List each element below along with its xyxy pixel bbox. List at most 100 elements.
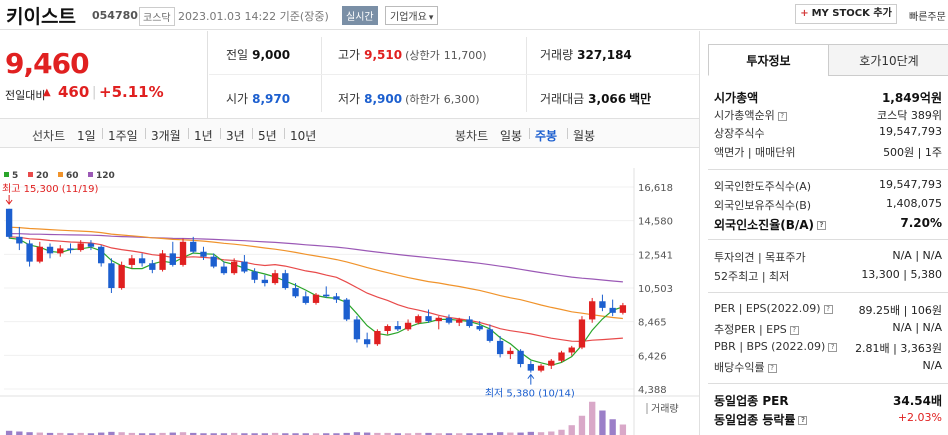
volume-bar: [558, 429, 565, 435]
candle-body: [108, 263, 115, 289]
quote-datetime: 2023.01.03 14:22 기준(장중): [178, 10, 329, 23]
volume-bar: [282, 433, 289, 435]
volume-bar: [537, 432, 545, 435]
help-icon[interactable]: ?: [828, 342, 838, 352]
low-price: 저가 8,900 (하한가 6,300): [338, 92, 480, 106]
tab-1y[interactable]: 1년: [194, 129, 213, 143]
candle-body: [537, 365, 545, 371]
volume-bar: [77, 432, 84, 435]
volume-bar: [425, 432, 432, 435]
candle-body: [159, 253, 166, 270]
candle-body: [210, 256, 217, 267]
volume-bar: [261, 433, 269, 435]
volume-bar: [619, 424, 627, 435]
y-tick-label: 8,465: [638, 318, 667, 329]
tab-10y[interactable]: 10년: [290, 129, 317, 143]
volume-bar: [374, 432, 381, 435]
price-block: 9,460 전일대비 ▲ 460 | +5.11%: [0, 31, 208, 118]
help-icon[interactable]: ?: [823, 304, 833, 314]
candle-body: [496, 340, 504, 355]
shares-row: 상장주식수 19,547,793: [714, 125, 942, 140]
volume-label: 거래량: [651, 403, 679, 415]
volume-bar: [527, 431, 534, 435]
candle-body: [445, 317, 453, 323]
fast-order-link[interactable]: 빠른주문: [909, 12, 946, 23]
ma60-line: [9, 226, 623, 320]
volume-bar: [210, 433, 217, 435]
volume-bar: [404, 433, 412, 435]
panel-divider: [699, 31, 700, 435]
candle-body: [568, 347, 575, 353]
y-tick-label: 10,503: [638, 284, 673, 295]
y-tick-label: 12,541: [638, 250, 673, 261]
candle-body: [36, 246, 43, 262]
foreign-ratio-row: 외국인소진율(B/A)? 7.20%: [714, 216, 942, 232]
tab-1d[interactable]: 1일: [77, 129, 96, 143]
volume-bar: [445, 433, 453, 435]
tab-monthly[interactable]: 월봉: [573, 129, 596, 143]
current-price: 9,460: [5, 47, 90, 80]
add-mystock-button[interactable]: + MY STOCK 추가: [795, 4, 897, 24]
help-icon[interactable]: ?: [798, 416, 808, 425]
realtime-button[interactable]: 실시간: [342, 6, 378, 25]
candle-body: [486, 329, 494, 341]
y-tick-label: 4,388: [638, 385, 667, 396]
volume-bar: [179, 432, 187, 435]
volume-bar: [5, 430, 13, 435]
volume-bar: [384, 432, 391, 435]
candle-body: [558, 352, 565, 361]
help-icon[interactable]: ?: [767, 363, 777, 373]
tab-weekly[interactable]: 주봉: [535, 129, 558, 143]
candle-body: [261, 279, 269, 284]
candle-body: [415, 316, 422, 323]
candle-body: [46, 246, 54, 254]
volume-bar: [476, 433, 483, 435]
tab-divider: [529, 128, 530, 139]
volume-bar: [87, 433, 95, 435]
prev-diff-label: 전일대비: [5, 89, 46, 102]
volume-bar: [241, 433, 248, 435]
help-icon[interactable]: ?: [777, 111, 787, 121]
candle-body: [578, 319, 586, 348]
volume-bar: [415, 432, 422, 435]
stock-header: 키이스트 054780 코스닥 2023.01.03 14:22 기준(장중) …: [0, 0, 948, 30]
open-price: 시가 8,970: [226, 92, 291, 106]
volume-bar: [609, 419, 616, 435]
up-triangle-icon: ▲: [43, 87, 51, 98]
tab-1w[interactable]: 1주일: [108, 129, 138, 143]
volume-bar: [16, 431, 23, 435]
tab-orderbook[interactable]: 호가10단계: [828, 44, 948, 76]
tab-5y[interactable]: 5년: [258, 129, 277, 143]
candle-body: [363, 339, 371, 345]
volume-bar: [548, 431, 555, 435]
volume-bar: [159, 432, 166, 435]
candle-body: [456, 319, 463, 323]
sector-rate-row: 동일업종 등락률? +2.03%: [714, 411, 942, 427]
add-mystock-label: MY STOCK 추가: [811, 8, 892, 19]
tab-invest-info[interactable]: 투자정보: [708, 44, 829, 76]
help-icon[interactable]: ?: [789, 325, 799, 335]
tab-3y[interactable]: 3년: [226, 129, 245, 143]
volume-bar: [26, 432, 33, 435]
volume-bar: [57, 432, 64, 435]
help-icon[interactable]: ?: [817, 221, 827, 230]
candle-body: [353, 319, 361, 340]
tab-divider: [102, 128, 103, 139]
chevron-down-icon: ▾: [428, 13, 434, 23]
candle-body: [302, 296, 309, 303]
tab-3m[interactable]: 3개월: [151, 129, 181, 143]
tab-daily[interactable]: 일봉: [500, 129, 523, 143]
company-overview-button[interactable]: 기업개요 ▾: [385, 6, 439, 25]
candle-body: [16, 236, 23, 244]
volume-bar: [251, 433, 258, 435]
sector-per-row: 동일업종 PER 34.54배: [714, 394, 942, 408]
volume-bar: [343, 432, 350, 435]
candle-body: [589, 301, 596, 320]
legend-swatch: [4, 172, 9, 177]
volume-bar: [507, 432, 514, 435]
candlestick-chart[interactable]: 16,618 14,580 12,541 10,503 8,465 6,426 4,388 5…: [0, 168, 700, 435]
section-divider: [708, 169, 948, 170]
candle-body: [599, 301, 606, 308]
volume-bar: [496, 432, 504, 435]
